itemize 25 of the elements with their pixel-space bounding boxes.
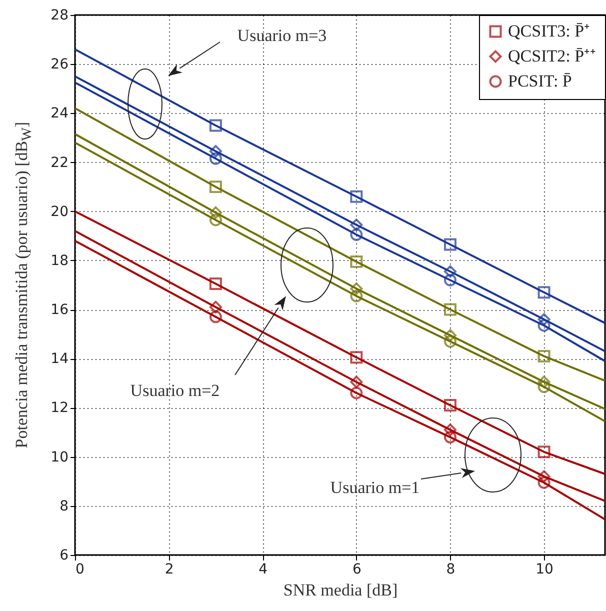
y-tick-label: 26 bbox=[50, 56, 69, 73]
y-tick-label: 8 bbox=[60, 498, 68, 514]
x-tick-label: 0 bbox=[76, 562, 84, 578]
x-tick-label: 4 bbox=[258, 562, 268, 578]
annotation: Usuario m=1 bbox=[330, 478, 420, 497]
x-axis-title: SNR media [dB] bbox=[283, 580, 398, 600]
y-tick-label: 18 bbox=[50, 252, 68, 269]
y-tick-label: 16 bbox=[50, 302, 69, 318]
legend-label: PCSIT: P̄ bbox=[508, 72, 572, 90]
y-tick-label: 20 bbox=[50, 204, 68, 220]
annotation: Usuario m=2 bbox=[130, 381, 220, 400]
y-tick-label: 28 bbox=[50, 8, 68, 24]
y-tick-label: 12 bbox=[50, 400, 68, 416]
y-tick-label: 10 bbox=[50, 449, 68, 466]
annotation: Usuario m=3 bbox=[237, 26, 327, 45]
y-tick-label: 22 bbox=[50, 154, 68, 171]
x-tick-label: 2 bbox=[164, 562, 174, 578]
y-tick-label: 24 bbox=[50, 106, 69, 122]
y-tick-label: 6 bbox=[60, 548, 69, 564]
x-tick-label: 8 bbox=[446, 562, 456, 578]
legend-label: QCSIT2: P̄⁺⁺ bbox=[508, 46, 596, 66]
legend-label: QCSIT3: P̄⁺ bbox=[508, 22, 590, 40]
x-tick-label: 6 bbox=[352, 562, 362, 578]
x-tick-label: 10 bbox=[536, 562, 554, 578]
y-tick-label: 14 bbox=[50, 351, 69, 368]
